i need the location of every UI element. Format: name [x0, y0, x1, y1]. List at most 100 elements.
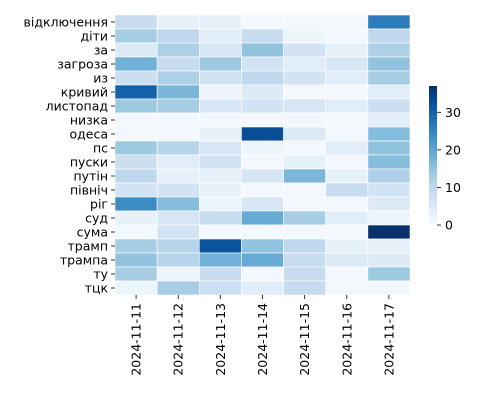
- colorbar-tick-label: 20: [445, 142, 461, 157]
- heatmap-cell: [367, 126, 411, 142]
- heatmap-cell: [367, 154, 411, 170]
- heatmap-cell: [114, 70, 158, 86]
- y-tick-label: трамп: [68, 239, 108, 254]
- heatmap-cell: [283, 196, 327, 212]
- y-tick-label: листопад: [46, 99, 108, 114]
- heatmap-cell: [367, 196, 411, 212]
- heatmap-cell: [156, 210, 200, 226]
- heatmap-cell: [241, 196, 284, 212]
- y-tick-label: из: [93, 71, 108, 86]
- heatmap-cell: [241, 42, 284, 58]
- y-axis: відключеннядітизазагрозаизкривийлистопад…: [24, 15, 115, 296]
- heatmap-cell: [283, 126, 327, 142]
- colorbar-tick-label: 10: [445, 180, 461, 195]
- heatmap-cell: [241, 112, 284, 128]
- heatmap-cell: [283, 140, 327, 156]
- heatmap-cell: [367, 238, 411, 254]
- heatmap-cell: [156, 266, 200, 282]
- heatmap-cell: [325, 266, 369, 282]
- heatmap-cell: [198, 266, 242, 282]
- colorbar-tick-label: 30: [445, 105, 461, 120]
- heatmap-cell: [114, 238, 158, 254]
- heatmap-cell: [283, 42, 327, 58]
- heatmap-cell: [241, 168, 284, 184]
- heatmap-cell: [283, 112, 327, 128]
- heatmap-cell: [325, 28, 369, 44]
- heatmap-cell: [241, 238, 284, 254]
- heatmap-cell: [367, 266, 411, 282]
- y-tick-label: за: [94, 43, 108, 58]
- heatmap-cell: [198, 182, 242, 198]
- heatmap-cell: [283, 210, 327, 226]
- heatmap-cell: [325, 210, 369, 226]
- y-tick-label: діти: [80, 29, 108, 44]
- heatmap-cell: [283, 266, 327, 282]
- heatmap-cell: [198, 238, 242, 254]
- heatmap-cell: [198, 56, 242, 72]
- y-tick-label: путін: [74, 169, 109, 184]
- y-tick-label: загроза: [57, 57, 108, 72]
- x-tick-label: 2024-11-15: [297, 303, 312, 376]
- heatmap-cell: [114, 168, 158, 184]
- heatmap-cell: [283, 154, 327, 170]
- heatmap-cell: [241, 70, 284, 86]
- heatmap-cell: [325, 42, 369, 58]
- heatmap-cell: [114, 28, 158, 44]
- heatmap-cell: [283, 56, 327, 72]
- heatmap-cell: [367, 168, 411, 184]
- heatmap-cell: [241, 84, 284, 100]
- heatmap-cell: [198, 126, 242, 142]
- heatmap-cell: [241, 98, 284, 114]
- heatmap-cell: [198, 70, 242, 86]
- heatmap-cell: [156, 56, 200, 72]
- heatmap-cell: [156, 182, 200, 198]
- heatmap-cell: [241, 56, 284, 72]
- heatmap-cell: [114, 224, 158, 240]
- x-tick-label: 2024-11-14: [255, 303, 270, 376]
- heatmap-cell: [114, 196, 158, 212]
- heatmap-cell: [283, 224, 327, 240]
- heatmap-cell: [156, 70, 200, 86]
- heatmap-cell: [241, 266, 284, 282]
- heatmap-cell: [156, 126, 200, 142]
- x-tick-label: 2024-11-13: [213, 303, 228, 376]
- y-tick-label: кривий: [61, 85, 108, 100]
- heatmap-cell: [367, 140, 411, 156]
- heatmap-cell: [241, 252, 284, 268]
- heatmap-cell: [325, 280, 369, 296]
- heatmap-cell: [325, 238, 369, 254]
- heatmap-cell: [325, 168, 369, 184]
- heatmap-cell: [367, 28, 411, 44]
- heatmap-cell: [114, 98, 158, 114]
- heatmap-cell: [283, 70, 327, 86]
- heatmap-cell: [114, 126, 158, 142]
- heatmap-cell: [156, 14, 200, 30]
- y-tick-label: суд: [85, 211, 108, 226]
- colorbar-gradient: [429, 86, 437, 225]
- heatmap-cell: [114, 112, 158, 128]
- y-tick-label: відключення: [24, 15, 109, 30]
- heatmap-cell: [367, 182, 411, 198]
- heatmap-cell: [114, 14, 158, 30]
- heatmap-cell: [367, 70, 411, 86]
- heatmap-cell: [198, 84, 242, 100]
- heatmap-cell: [198, 168, 242, 184]
- heatmap-cell: [325, 98, 369, 114]
- heatmap-cell: [114, 154, 158, 170]
- heatmap-cells: [114, 14, 411, 296]
- heatmap-cell: [156, 112, 200, 128]
- heatmap-cell: [156, 224, 200, 240]
- heatmap-cell: [325, 70, 369, 86]
- heatmap-cell: [114, 266, 158, 282]
- heatmap-cell: [325, 126, 369, 142]
- heatmap-cell: [241, 154, 284, 170]
- x-tick-label: 2024-11-12: [171, 303, 186, 376]
- heatmap-cell: [283, 182, 327, 198]
- y-tick-label: сума: [77, 225, 108, 240]
- heatmap-cell: [114, 56, 158, 72]
- heatmap-cell: [367, 224, 411, 240]
- heatmap-cell: [198, 28, 242, 44]
- y-tick-label: одеса: [69, 127, 108, 142]
- y-tick-label: північ: [70, 183, 108, 198]
